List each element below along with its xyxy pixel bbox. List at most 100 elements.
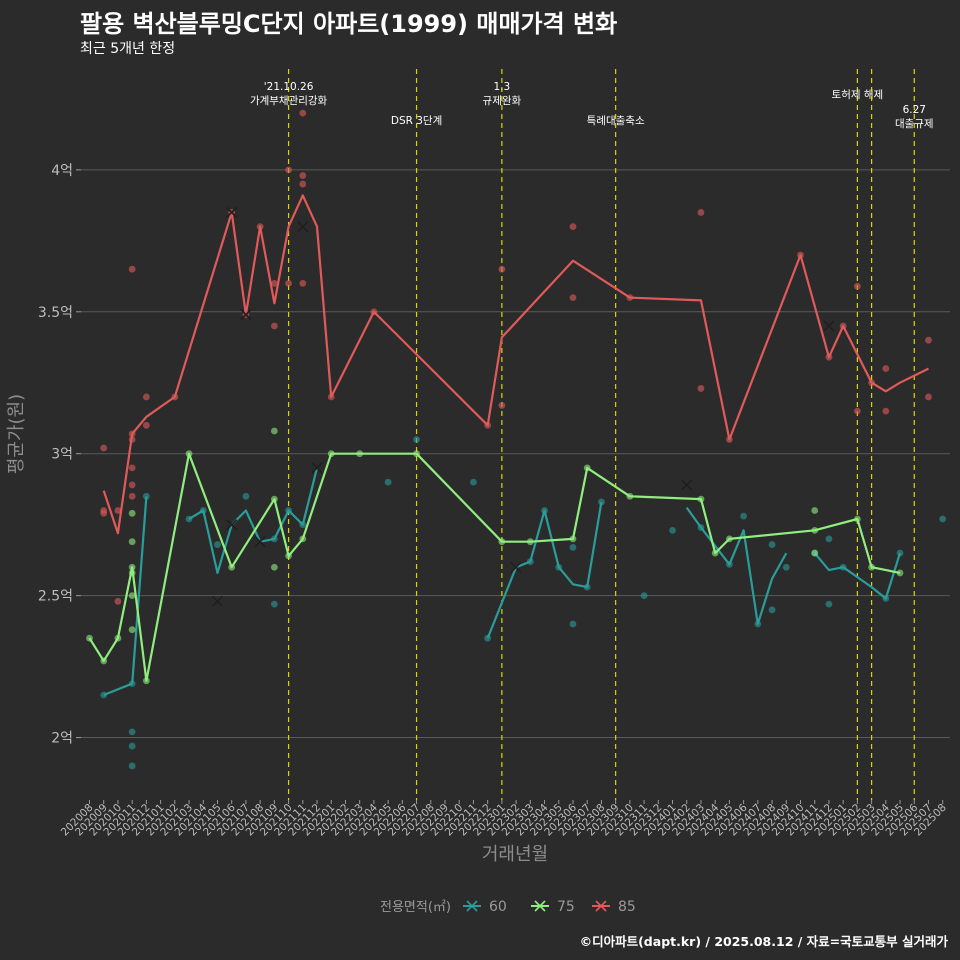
- series-layer: [86, 109, 947, 770]
- series-line: [486, 501, 603, 639]
- data-point: [598, 498, 605, 506]
- data-point: [214, 541, 221, 548]
- event-label: '21.10.26 가계부채관리강화: [250, 81, 328, 107]
- data-point: [100, 444, 108, 452]
- data-point: [697, 385, 705, 392]
- cross-marker: [226, 519, 238, 531]
- y-tick-label: 3.5억: [38, 305, 73, 321]
- data-point: [413, 436, 420, 443]
- data-point: [285, 166, 292, 174]
- event-label: DSR 3단계: [391, 115, 442, 127]
- grid-layer: [81, 169, 950, 739]
- event-label: 토허제 해제: [832, 88, 884, 101]
- legend-title: 전용면적(㎡): [380, 900, 451, 915]
- data-point: [114, 507, 122, 514]
- data-point: [498, 402, 506, 409]
- event-label: 특례대출축소: [587, 115, 645, 127]
- legend-label: 60: [489, 899, 507, 915]
- chart-title: 팔용 벽산블루밍C단지 아파트(1999) 매매가격 변화: [80, 10, 618, 38]
- series-line: [88, 452, 901, 682]
- data-point: [142, 421, 150, 429]
- data-point: [114, 597, 122, 605]
- data-point: [569, 294, 577, 301]
- data-point: [270, 600, 278, 608]
- data-point: [285, 280, 292, 287]
- cross-marker: [211, 595, 224, 607]
- data-point: [669, 526, 676, 534]
- data-point: [270, 280, 278, 287]
- data-point: [925, 393, 932, 401]
- data-point: [128, 742, 136, 750]
- data-point: [142, 492, 150, 500]
- data-point: [270, 563, 278, 571]
- data-point: [142, 393, 150, 401]
- data-point: [299, 109, 307, 117]
- data-point: [896, 569, 904, 577]
- series-line: [685, 506, 788, 626]
- data-point: [939, 515, 947, 523]
- legend-label: 75: [557, 899, 575, 915]
- data-point: [128, 592, 136, 600]
- data-point: [299, 172, 307, 179]
- series-line: [813, 552, 902, 600]
- data-point: [100, 509, 108, 517]
- data-point: [384, 478, 392, 486]
- cross-marker: [226, 206, 238, 219]
- data-point: [470, 478, 477, 486]
- data-point: [128, 728, 136, 736]
- data-point: [128, 265, 136, 273]
- legend-label: 85: [618, 899, 636, 915]
- data-point: [882, 407, 890, 415]
- cross-marker: [297, 221, 309, 233]
- data-point: [299, 280, 307, 287]
- y-tick-label: 3억: [51, 447, 73, 463]
- data-point: [128, 464, 136, 472]
- data-point: [740, 512, 748, 520]
- data-point: [242, 492, 250, 500]
- data-point: [782, 563, 790, 571]
- cross-marker: [311, 462, 323, 474]
- cross-marker: [240, 309, 252, 321]
- data-point: [853, 282, 861, 290]
- event-label: 1.3 규제완화: [483, 81, 522, 107]
- cross-marker: [254, 536, 266, 548]
- data-point: [811, 507, 819, 514]
- data-point: [128, 492, 136, 500]
- data-point: [128, 481, 136, 489]
- y-axis-title: 평균가(원): [6, 394, 27, 474]
- data-point: [640, 592, 648, 600]
- y-tick-label: 2억: [51, 731, 73, 747]
- data-point: [811, 549, 819, 557]
- data-point: [925, 336, 932, 344]
- data-point: [569, 620, 577, 628]
- data-point: [697, 209, 705, 216]
- data-point: [128, 538, 136, 546]
- event-label: 6.27 대출규제: [895, 104, 934, 130]
- data-point: [569, 543, 577, 551]
- data-point: [498, 265, 506, 273]
- series-line: [188, 467, 319, 575]
- data-point: [825, 535, 833, 543]
- data-point: [128, 626, 136, 634]
- chart-subtitle: 최근 5개년 한정: [80, 41, 176, 57]
- legend: 전용면적(㎡) 60 75 85: [380, 899, 636, 915]
- data-point: [270, 322, 278, 330]
- cross-marker: [681, 479, 693, 491]
- data-point: [882, 365, 890, 372]
- data-point: [270, 427, 278, 435]
- series-line: [103, 496, 148, 697]
- series-line: [102, 194, 929, 535]
- data-point: [299, 180, 307, 188]
- source-caption: ©디아파트(dapt.kr) / 2025.08.12 / 자료=국토교통부 실…: [579, 934, 948, 949]
- data-point: [128, 762, 136, 770]
- cross-marker: [510, 561, 522, 573]
- data-point: [853, 407, 861, 415]
- series-75: [86, 427, 904, 685]
- y-tick-label: 4억: [51, 163, 73, 179]
- legend-key-cross: [466, 900, 478, 912]
- legend-key-cross: [595, 900, 607, 912]
- data-point: [825, 600, 833, 608]
- data-point: [768, 606, 776, 614]
